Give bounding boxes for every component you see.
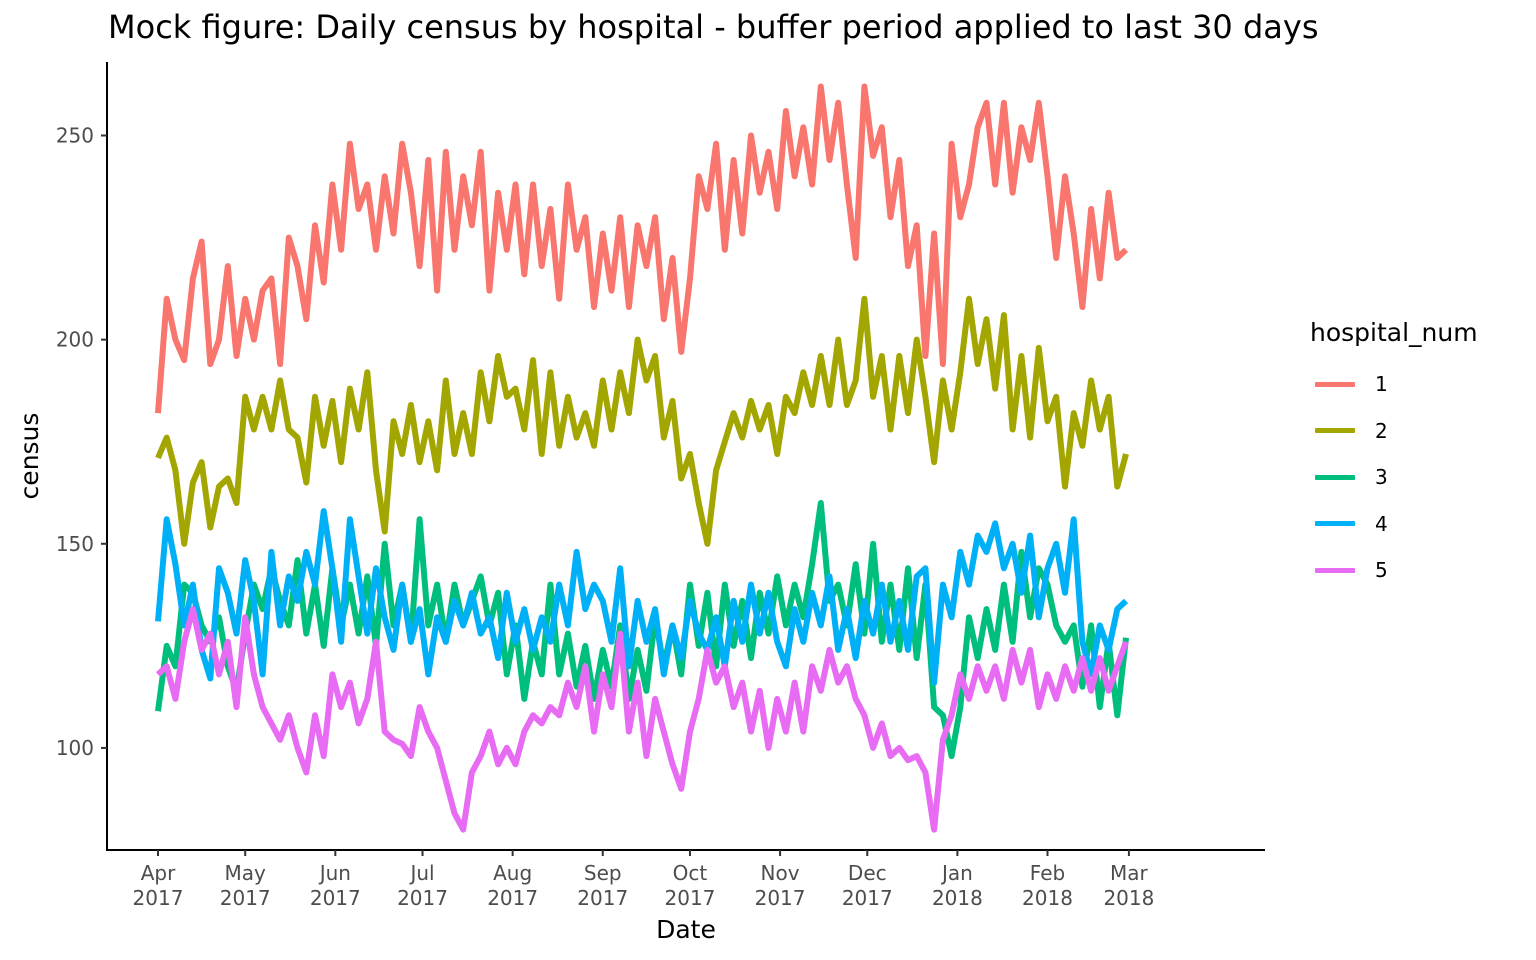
x-tick-label-month: Mar	[1110, 861, 1149, 885]
x-tick-label-month: Nov	[761, 861, 800, 885]
legend-item-hospital-5: 5	[1310, 547, 1478, 594]
y-tick-label: 150	[56, 532, 94, 556]
x-tick-label-year: 2017	[577, 886, 628, 910]
legend-key-swatch	[1315, 567, 1355, 573]
series-line-hospital-2	[155, 295, 1129, 547]
legend-label: 2	[1375, 418, 1388, 443]
x-ticks: Apr2017May2017Jun2017Jul2017Aug2017Sep20…	[133, 850, 1154, 910]
x-tick-label-year: 2017	[755, 886, 806, 910]
x-tick-label-year: 2017	[220, 886, 271, 910]
x-tick-label-year: 2018	[1103, 886, 1154, 910]
x-tick-label-year: 2017	[487, 886, 538, 910]
x-tick-label-month: Jun	[318, 861, 351, 885]
y-axis-title: census	[15, 413, 44, 500]
x-tick-label-year: 2018	[932, 886, 983, 910]
axes-layer	[106, 62, 1265, 851]
legend-label: 5	[1375, 558, 1388, 583]
chart-title: Mock figure: Daily census by hospital - …	[108, 8, 1319, 46]
series-layer	[155, 83, 1129, 833]
legend-key-swatch	[1315, 474, 1355, 480]
y-tick-label: 250	[56, 123, 94, 147]
legend-item-hospital-2: 2	[1310, 408, 1478, 455]
series-line-hospital-1	[155, 83, 1129, 414]
legend-item-hospital-3: 3	[1310, 454, 1478, 501]
series-line-hospital-4	[155, 508, 1129, 686]
x-tick-label-year: 2017	[842, 886, 893, 910]
legend-key-swatch	[1315, 521, 1355, 527]
x-tick-label-month: Sep	[584, 861, 622, 885]
legend-key-swatch	[1315, 428, 1355, 434]
legend-key-swatch	[1315, 381, 1355, 387]
legend-item-hospital-1: 1	[1310, 361, 1478, 408]
x-tick-label-month: Jan	[940, 861, 973, 885]
x-tick-label-month: Jul	[408, 861, 434, 885]
series-line-hospital-3	[155, 500, 1129, 760]
legend-label: 4	[1375, 511, 1388, 536]
legend-label: 3	[1375, 465, 1388, 490]
x-tick-label-month: Oct	[673, 861, 708, 885]
series-line-hospital-5	[155, 606, 1129, 833]
legend-item-hospital-4: 4	[1310, 501, 1478, 548]
y-tick-label: 100	[56, 736, 94, 760]
y-ticks: 100 150 200 250	[56, 123, 107, 760]
x-tick-label-year: 2017	[397, 886, 448, 910]
legend-items: 1 2 3 4 5	[1310, 361, 1478, 594]
x-tick-label-year: 2017	[665, 886, 716, 910]
x-tick-label-year: 2017	[133, 886, 184, 910]
x-tick-label-month: Dec	[848, 861, 887, 885]
x-axis-title: Date	[656, 915, 716, 944]
x-tick-label-month: Apr	[141, 861, 176, 885]
x-tick-label-month: Feb	[1030, 861, 1065, 885]
legend-label: 1	[1375, 372, 1388, 397]
x-tick-label-month: Aug	[493, 861, 532, 885]
y-tick-label: 200	[56, 328, 94, 352]
x-tick-label-year: 2017	[310, 886, 361, 910]
x-tick-label-year: 2018	[1022, 886, 1073, 910]
legend: hospital_num 1 2 3 4 5	[1310, 318, 1478, 594]
x-tick-label-month: May	[225, 861, 267, 885]
legend-title: hospital_num	[1310, 318, 1478, 347]
